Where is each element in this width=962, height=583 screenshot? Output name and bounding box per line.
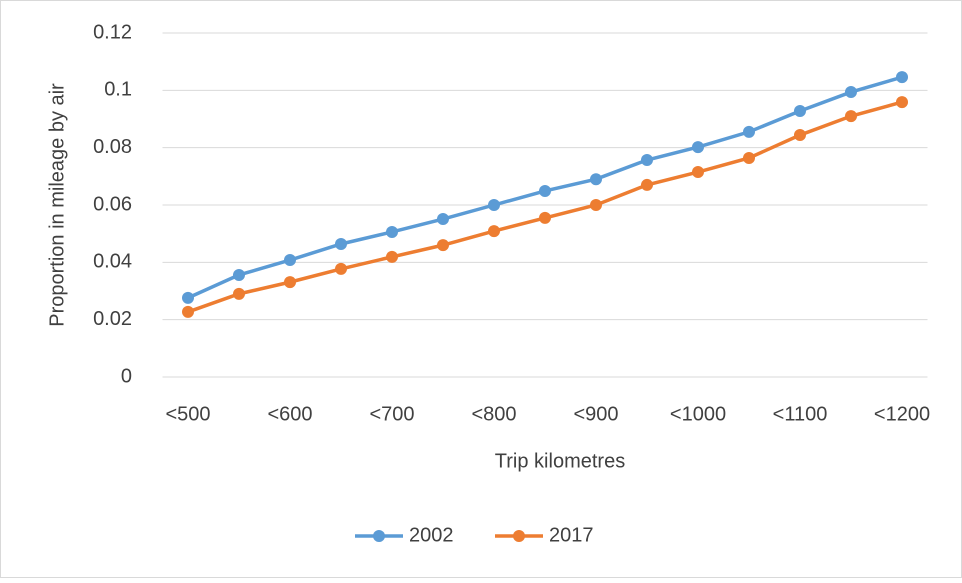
y-tick-label: 0.06 — [93, 193, 132, 215]
data-point — [233, 268, 245, 281]
y-tick-label: 0.1 — [104, 79, 132, 101]
y-tick-label: 0.12 — [93, 21, 132, 43]
data-point — [488, 225, 500, 238]
data-point — [641, 178, 653, 191]
data-point — [539, 211, 551, 224]
x-tick-label: <500 — [165, 403, 210, 425]
data-point — [896, 71, 908, 84]
data-point — [539, 184, 551, 197]
y-tick-label: 0.02 — [93, 308, 132, 330]
x-tick-label: <1200 — [874, 403, 930, 425]
y-tick-label: 0 — [121, 365, 132, 387]
x-tick-label: <800 — [471, 403, 516, 425]
data-point — [794, 129, 806, 142]
legend-label: 2002 — [409, 524, 454, 546]
x-tick-label: <900 — [573, 403, 618, 425]
y-axis-title: Proportion in mileage by air — [46, 83, 68, 327]
data-point — [386, 225, 398, 238]
data-point — [284, 276, 296, 289]
data-point — [335, 262, 347, 275]
data-point — [743, 151, 755, 164]
y-tick-label: 0.04 — [93, 251, 132, 273]
data-point — [590, 199, 602, 211]
data-point — [641, 153, 653, 166]
x-tick-label: <700 — [369, 403, 414, 425]
legend-marker — [373, 530, 385, 542]
data-point — [386, 250, 398, 263]
data-point — [845, 86, 857, 99]
y-tick-label: 0.08 — [93, 136, 132, 158]
data-point — [233, 287, 245, 300]
legend-marker — [513, 530, 525, 542]
data-point — [335, 237, 347, 250]
data-point — [182, 305, 194, 318]
data-point — [692, 166, 704, 179]
x-tick-label: <600 — [267, 403, 312, 425]
data-point — [743, 125, 755, 138]
data-point — [896, 96, 908, 109]
data-point — [590, 173, 602, 186]
data-point — [437, 213, 449, 226]
data-point — [437, 239, 449, 252]
data-point — [182, 291, 194, 304]
data-point — [845, 110, 857, 123]
data-point — [488, 199, 500, 211]
data-point — [794, 104, 806, 117]
x-tick-label: <1000 — [670, 403, 726, 425]
x-tick-label: <1100 — [773, 403, 828, 425]
data-point — [692, 141, 704, 154]
legend-label: 2017 — [549, 524, 594, 546]
data-point — [284, 254, 296, 267]
x-axis-title: Trip kilometres — [495, 450, 625, 472]
